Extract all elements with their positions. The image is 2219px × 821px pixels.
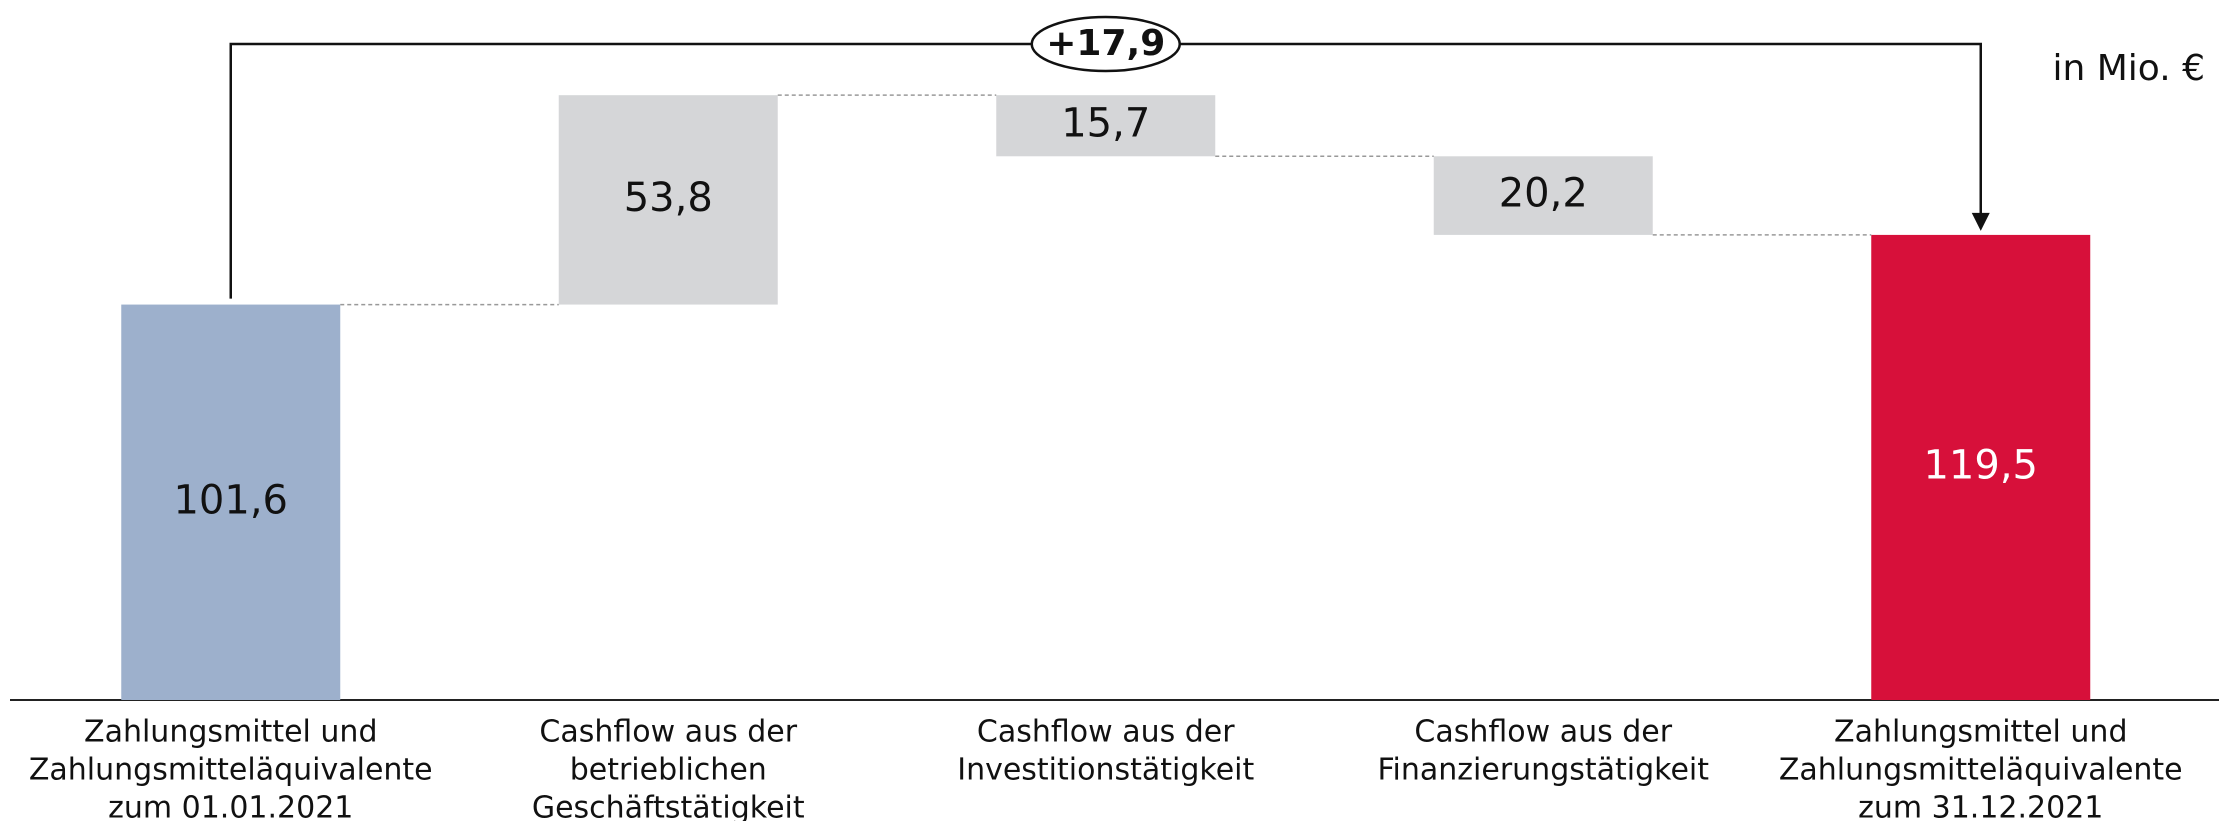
x-tick-label: Zahlungsmitteläquivalente	[29, 753, 433, 788]
x-tick-label: Cashflow aus der	[1414, 715, 1672, 750]
arrow-head	[1971, 212, 1990, 231]
x-tick-label: Geschäftstätigkeit	[532, 791, 805, 821]
x-tick-label: betrieblichen	[570, 753, 767, 788]
value-label: 53,8	[624, 175, 713, 221]
annotation: +17,9	[1046, 23, 1165, 64]
x-tick-label: Zahlungsmittel und	[1834, 715, 2127, 750]
x-tick-label: zum 01.01.2021	[108, 791, 353, 821]
value-label: 20,2	[1499, 171, 1588, 217]
bar	[121, 304, 341, 700]
x-tick-label: Cashflow aus der	[539, 715, 797, 750]
x-tick-label: Finanzierungstätigkeit	[1377, 753, 1709, 788]
x-tick-label: Zahlungsmittel und	[84, 715, 377, 750]
value-label: 101,6	[173, 477, 288, 523]
bar	[996, 95, 1216, 157]
bracket	[229, 42, 1982, 299]
bar	[1871, 234, 2091, 700]
x-tick-label: Cashflow aus der	[977, 715, 1235, 750]
x-tick-label: zum 31.12.2021	[1858, 791, 2103, 821]
value-label: 15,7	[1061, 101, 1150, 147]
bar	[558, 95, 778, 305]
annotation-bubble	[1030, 15, 1181, 73]
bar	[1433, 156, 1653, 235]
value-label: 119,5	[1923, 442, 2038, 488]
x-tick-label: Investitionstätigkeit	[957, 753, 1254, 788]
unit-label: in Mio. €	[2052, 48, 2205, 89]
x-tick-label: Zahlungsmitteläquivalente	[1779, 753, 2183, 788]
